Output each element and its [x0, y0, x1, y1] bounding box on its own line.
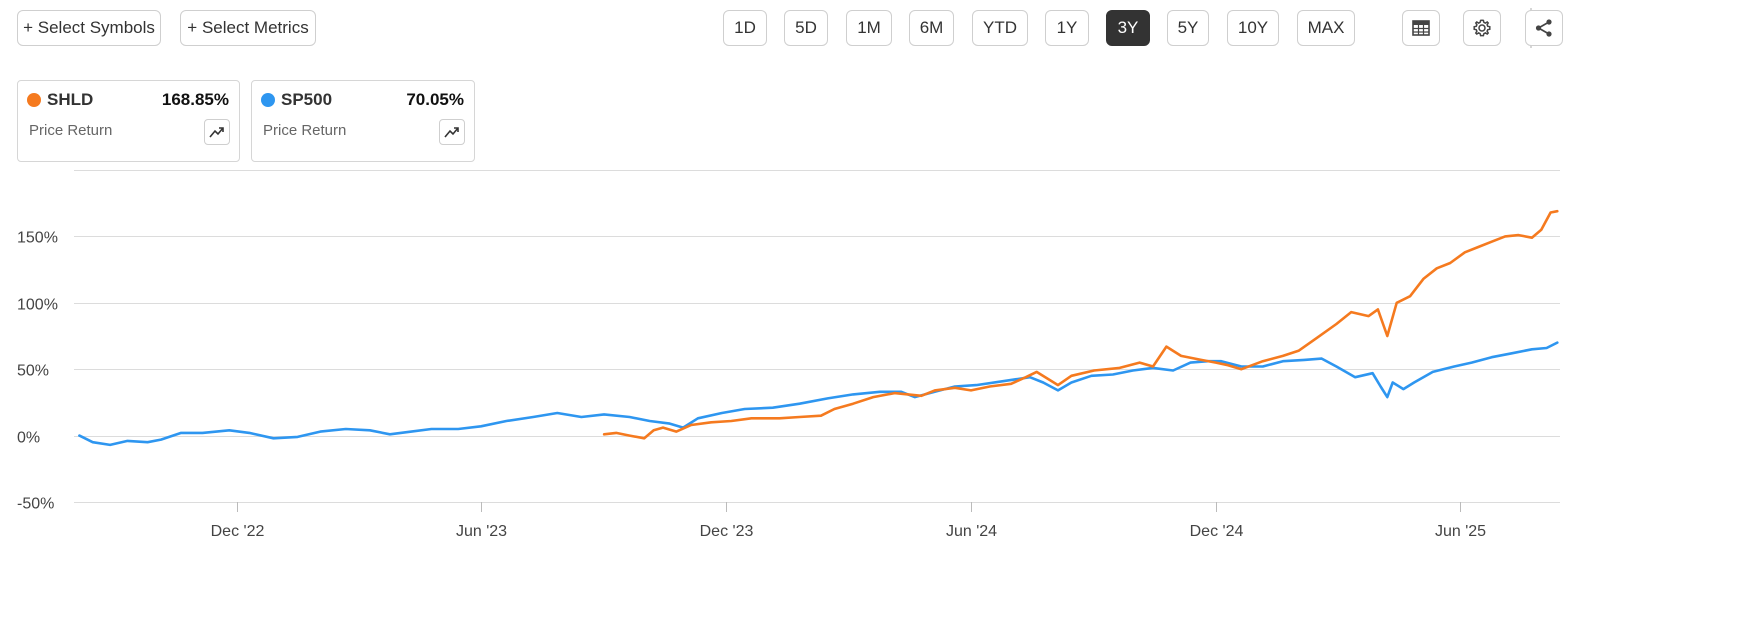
range-ytd-button[interactable]: YTD: [972, 10, 1028, 46]
x-tick-label: Dec '22: [211, 523, 265, 540]
trend-button[interactable]: [204, 119, 230, 145]
trend-button[interactable]: [439, 119, 465, 145]
legend-value: 70.05%: [406, 90, 464, 109]
y-axis: -50% 0% 50% 100% 150%: [17, 230, 58, 513]
range-3y-button[interactable]: 3Y: [1106, 10, 1150, 46]
table-view-button[interactable]: [1402, 10, 1440, 46]
series-line-shld[interactable]: [602, 209, 1559, 440]
range-max-button[interactable]: MAX: [1297, 10, 1355, 46]
legend-value: 168.85%: [161, 90, 229, 109]
y-tick-label: 50%: [17, 363, 49, 380]
settings-button[interactable]: [1463, 10, 1501, 46]
trend-icon: [444, 127, 459, 138]
price-return-chart[interactable]: -50% 0% 50% 100% 150% Dec '22 Jun '23 Dec '23 J…: [0, 170, 1739, 600]
x-tick-label: Jun '23: [456, 523, 507, 540]
gear-icon: [1473, 19, 1491, 37]
select-symbols-button[interactable]: + Select Symbols: [17, 10, 161, 46]
x-tick-label: Jun '24: [946, 523, 997, 540]
share-button[interactable]: [1525, 10, 1563, 46]
series-line-sp500[interactable]: [78, 341, 1559, 447]
legend-symbol: SHLD: [47, 90, 94, 109]
y-tick-label: 150%: [17, 230, 58, 247]
x-tick-label: Dec '24: [1190, 523, 1244, 540]
legend-metric: Price Return: [29, 122, 113, 139]
table-icon: [1412, 20, 1430, 36]
legend-metric: Price Return: [263, 122, 347, 139]
y-tick-label: -50%: [17, 496, 54, 513]
range-10y-button[interactable]: 10Y: [1227, 10, 1279, 46]
x-tick-label: Jun '25: [1435, 523, 1486, 540]
trend-icon: [209, 127, 224, 138]
x-axis: Dec '22 Jun '23 Dec '23 Jun '24 Dec '24 Jun '…: [211, 502, 1486, 540]
range-6m-button[interactable]: 6M: [909, 10, 954, 46]
range-1m-button[interactable]: 1M: [846, 10, 892, 46]
sp500-color-dot: [261, 93, 275, 107]
legend-card-sp500[interactable]: SP500 70.05% Price Return: [251, 80, 475, 162]
grid: [74, 170, 1560, 503]
series-lines: [78, 209, 1559, 447]
legend-card-shld[interactable]: SHLD 168.85% Price Return: [17, 80, 240, 162]
range-1d-button[interactable]: 1D: [723, 10, 767, 46]
shld-color-dot: [27, 93, 41, 107]
range-5y-button[interactable]: 5Y: [1167, 10, 1209, 46]
range-5d-button[interactable]: 5D: [784, 10, 828, 46]
share-icon: [1535, 19, 1552, 37]
legend-symbol: SP500: [281, 90, 333, 109]
y-tick-label: 100%: [17, 297, 58, 314]
select-metrics-button[interactable]: + Select Metrics: [180, 10, 316, 46]
range-1y-button[interactable]: 1Y: [1045, 10, 1089, 46]
x-tick-label: Dec '23: [700, 523, 754, 540]
y-tick-label: 0%: [17, 430, 40, 447]
